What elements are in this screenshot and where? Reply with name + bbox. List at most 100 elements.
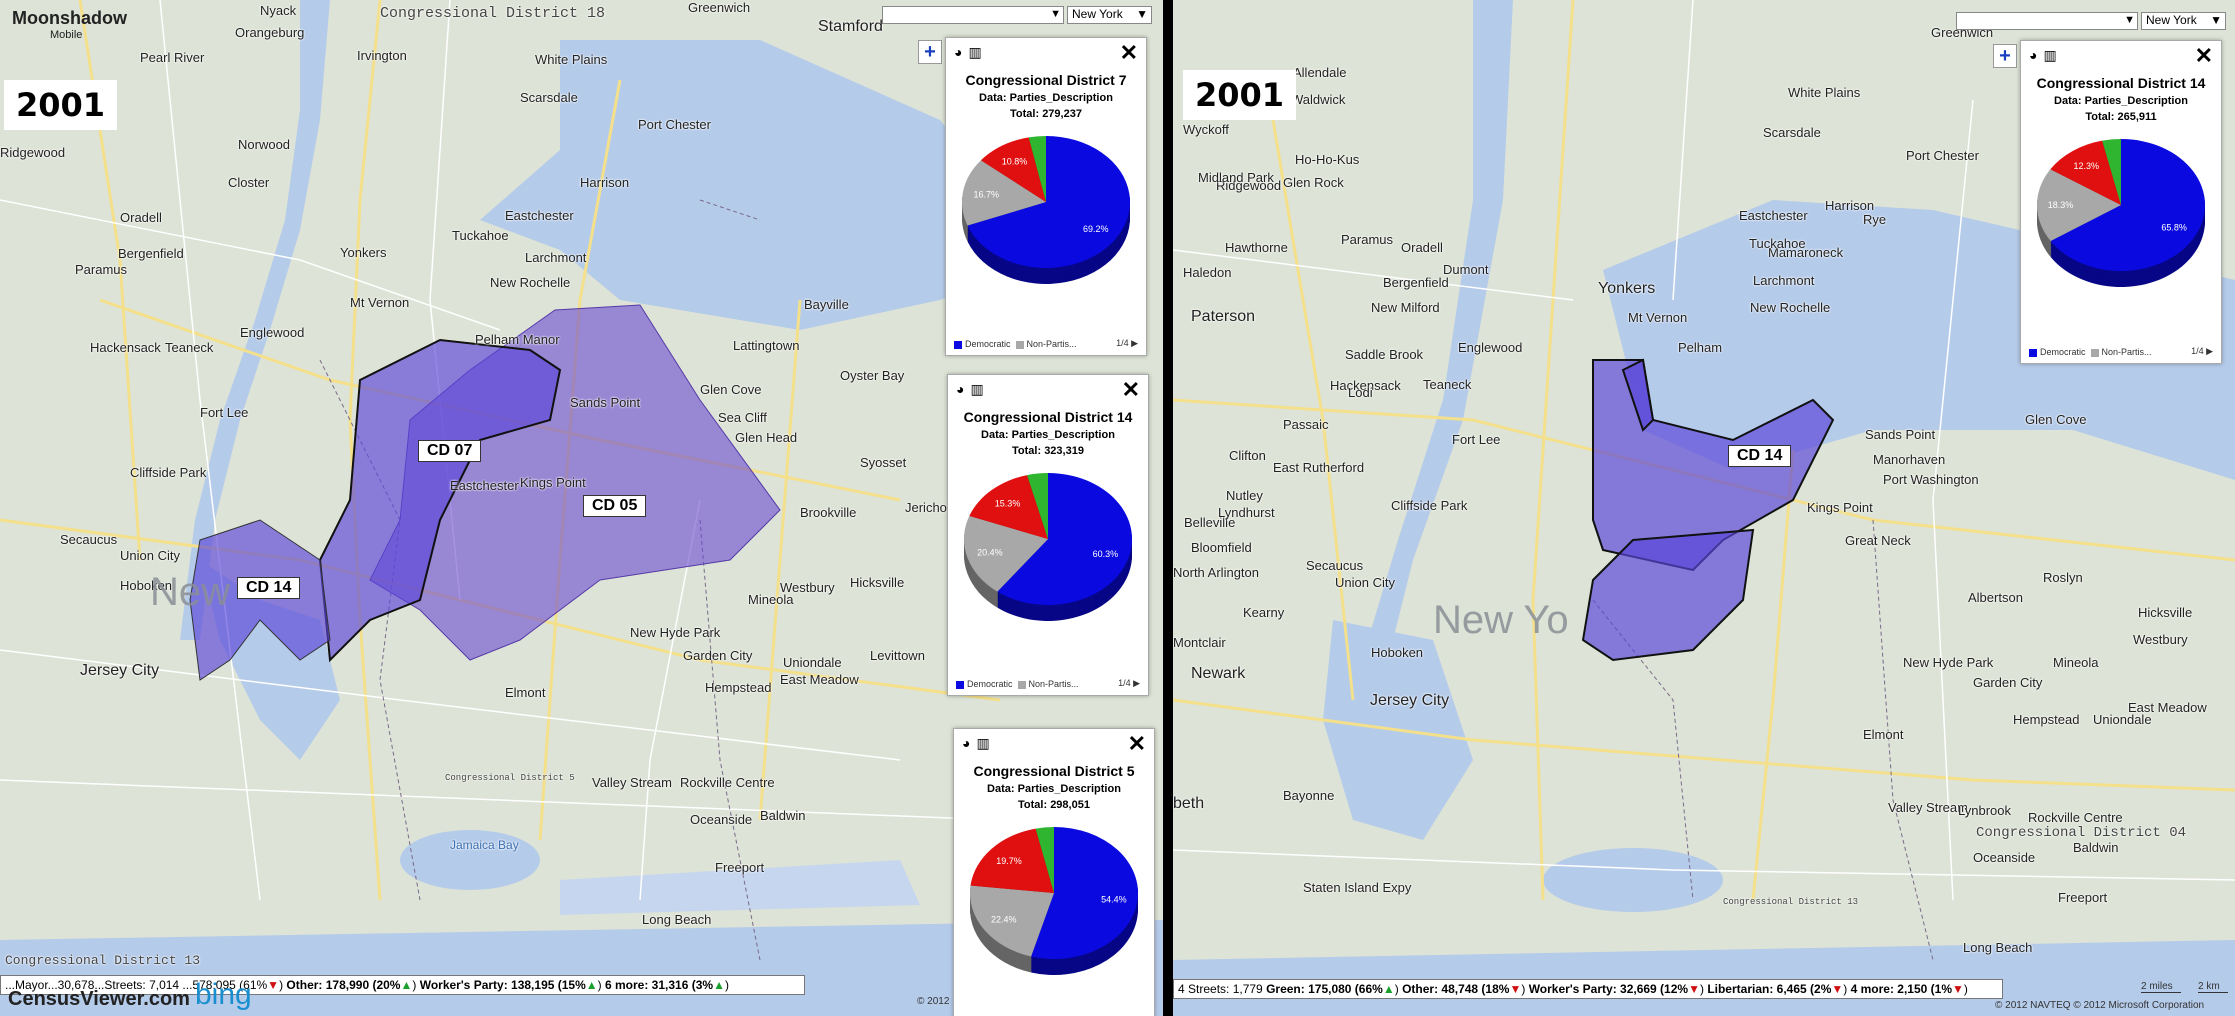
cd05-tag[interactable]: CD 05	[583, 495, 647, 517]
search-dropdown-right[interactable]: ▼	[1956, 12, 2138, 30]
label-hempstead: Hempstead	[705, 680, 772, 695]
chevron-down-icon[interactable]: ▼	[1136, 7, 1148, 21]
legend-swatch-nonpartisan	[1015, 340, 1024, 349]
popup-icons: ◕ ▥	[954, 44, 988, 61]
cd14-tag-right[interactable]: CD 14	[1728, 445, 1792, 467]
label-rye: Rye	[1863, 212, 1887, 227]
bar-chart-icon[interactable]: ▥	[970, 381, 984, 397]
label-waldwick: Waldwick	[1291, 92, 1346, 107]
bar-chart-icon[interactable]: ▥	[968, 44, 982, 60]
cd-14-shape-right-south[interactable]	[1581, 528, 1755, 662]
right-map-panel[interactable]: Yonkers New Rochelle Paterson Newark Jer…	[1173, 0, 2235, 1016]
label-eastchester: Eastchester	[450, 478, 519, 493]
label-hackensack: Hackensack	[90, 340, 161, 355]
legend-nonpartisan: Non-Partis...	[1026, 339, 1077, 349]
label-eastchester: Eastchester	[1739, 208, 1808, 223]
censusviewer-logo[interactable]: CensusViewer.com	[8, 988, 190, 1010]
chevron-down-icon[interactable]: ▼	[1050, 8, 1061, 20]
label-new-rochelle: New Rochelle	[1750, 300, 1831, 315]
label-westbury: Westbury	[780, 580, 835, 595]
close-icon[interactable]: ✕	[1119, 40, 1138, 65]
legend-swatch-nonpartisan	[1017, 680, 1026, 689]
popup-pager[interactable]: 1/4 ▶	[1116, 338, 1138, 348]
year-label-right: 2001	[1183, 70, 1297, 120]
pie-slice-label: 12.3%	[2073, 161, 2099, 171]
label-clifton: Clifton	[1229, 448, 1266, 463]
label-new-hyde-park: New Hyde Park	[630, 625, 721, 640]
popup-cd14-right[interactable]: ◕ ▥ ✕ Congressional District 14 Data: Par…	[2020, 40, 2222, 364]
label-hicksville: Hicksville	[850, 575, 905, 590]
pie-slice	[1027, 473, 1048, 539]
pie-slice	[969, 475, 1048, 539]
cd14-tag[interactable]: CD 14	[237, 577, 301, 599]
popup-cd14[interactable]: ◕ ▥ ✕ Congressional District 14 Data: Par…	[947, 374, 1149, 696]
left-map-panel[interactable]: Yonkers New Rochelle Mt Vernon Stamford …	[0, 0, 1163, 1016]
cd-14-shape[interactable]	[189, 519, 331, 681]
close-icon[interactable]: ✕	[1127, 731, 1146, 756]
right-map-canvas[interactable]	[1173, 0, 2235, 1016]
label-new-milford: New Milford	[1371, 300, 1440, 315]
bar-chart-icon[interactable]: ▥	[976, 735, 990, 751]
label-union-city: Union City	[120, 548, 180, 563]
label-oceanside: Oceanside	[1973, 850, 2036, 865]
pie-slice	[2050, 139, 2205, 271]
label-fort-lee: Fort Lee	[1452, 432, 1501, 447]
label-long-beach: Long Beach	[1963, 940, 2033, 955]
legend-democratic: Democratic	[967, 679, 1013, 689]
bing-logo[interactable]: bing	[195, 978, 252, 1011]
label-port-washington: Port Washington	[1883, 472, 1979, 487]
pie-chart-icon[interactable]: ◕	[954, 44, 963, 60]
label-kings-point: Kings Point	[1807, 500, 1873, 515]
label-cliffside: Cliffside Park	[130, 465, 207, 480]
popup-pie-chart: 60.3% 20.4% 15.3%	[964, 473, 1132, 621]
pie-slice-label: 22.4%	[991, 914, 1017, 924]
close-icon[interactable]: ✕	[2194, 43, 2213, 68]
label-stamford: Stamford	[818, 18, 883, 35]
state-select[interactable]: New York ▼	[1067, 6, 1152, 24]
zoom-in-button[interactable]: +	[918, 40, 942, 64]
pie-slice-label: 54.4%	[1101, 895, 1127, 905]
pie-slice	[970, 885, 1054, 957]
popup-title: Congressional District 7	[965, 72, 1127, 88]
label-elizabeth: beth	[1173, 795, 1205, 812]
label-oyster-bay: Oyster Bay	[840, 368, 905, 383]
label-haledon: Haledon	[1183, 265, 1232, 280]
popup-cd5[interactable]: ◕ ▥ ✕ Congressional District 5 Data: Part…	[953, 728, 1155, 1016]
cd07-tag[interactable]: CD 07	[418, 440, 482, 462]
bar-chart-icon[interactable]: ▥	[2043, 47, 2057, 63]
popup-pie-chart: 54.4% 22.4% 19.7%	[970, 827, 1138, 975]
label-yonkers: Yonkers	[1598, 280, 1656, 297]
label-englewood: Englewood	[240, 325, 305, 340]
label-union-city: Union City	[1335, 575, 1395, 590]
search-dropdown[interactable]: ▼	[882, 6, 1064, 24]
label-port-chester: Port Chester	[638, 117, 711, 132]
chevron-down-icon[interactable]: ▼	[2210, 13, 2222, 27]
status-bar: ...Mayor...30,678...Streets: 7,014 ...57…	[0, 975, 805, 995]
pie-chart-icon[interactable]: ◕	[956, 381, 965, 397]
pie-slice-label: 69.2%	[1083, 224, 1109, 234]
status-bar-right: 4 Streets: 1,779 Green: 175,080 (66%▲) O…	[1173, 979, 2003, 999]
cd-14-shape-right-north[interactable]	[1621, 358, 1655, 432]
state-select-value: New York	[2146, 13, 2197, 27]
pie-chart-icon[interactable]: ◕	[2029, 47, 2038, 63]
label-ho-ho-kus: Ho-Ho-Kus	[1295, 152, 1360, 167]
label-white-plains: White Plains	[535, 52, 608, 67]
popup-pager[interactable]: 1/4 ▶	[1118, 678, 1140, 688]
popup-pager[interactable]: 1/4 ▶	[2191, 346, 2213, 356]
label-sands-point: Sands Point	[570, 395, 641, 410]
zoom-in-button-right[interactable]: +	[1993, 44, 2017, 68]
popup-total: Total: 323,319	[1012, 445, 1084, 457]
pie-slice	[964, 515, 1048, 592]
popup-page: 1/4	[1118, 678, 1131, 688]
pie-slice	[997, 473, 1132, 605]
label-montclair: Montclair	[1173, 635, 1226, 650]
state-select-right[interactable]: New York ▼	[2141, 12, 2226, 30]
pie-chart-icon[interactable]: ◕	[962, 735, 971, 751]
popup-cd7[interactable]: ◕ ▥ ✕ Congressional District 7 Data: Part…	[945, 37, 1147, 356]
popup-icons: ◕ ▥	[962, 735, 996, 752]
label-englewood: Englewood	[1458, 340, 1523, 355]
label-roslyn: Roslyn	[2043, 570, 2083, 585]
chevron-down-icon[interactable]: ▼	[2124, 14, 2135, 26]
pie-slice-label: 20.4%	[977, 547, 1003, 557]
close-icon[interactable]: ✕	[1121, 377, 1140, 402]
